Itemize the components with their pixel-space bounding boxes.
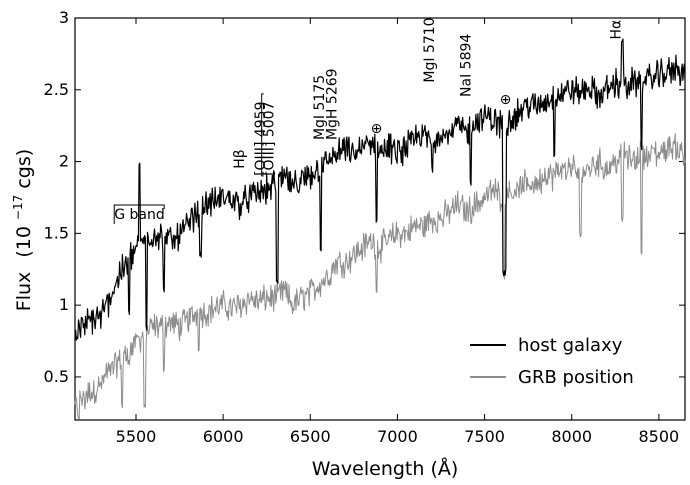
line-annotation: Hβ [232,149,248,168]
y-tick-label: 3 [59,8,69,27]
x-tick-label: 8000 [551,427,592,446]
legend-label-grb-position: GRB position [518,367,634,388]
x-tick-label: 6500 [290,427,331,446]
x-tick-label: 5500 [116,427,157,446]
line-annotation: ⊕ [500,92,512,108]
y-tick-label: 2 [59,152,69,171]
x-axis-title: Wavelength (Å) [312,457,459,480]
y-tick-label: 1.5 [44,223,69,242]
line-annotation: [OIII] 4959 [253,102,269,176]
plot-frame [74,17,686,421]
y-tick-label: 2.5 [44,80,69,99]
line-annotation: Hα [609,20,625,40]
line-annotation: ⊕ [371,121,383,137]
line-annotation: MgH 5269 [324,68,340,140]
line-annotation: NaI 5894 [459,34,475,97]
annotation-bracket [261,93,264,177]
x-tick-label: 7500 [464,427,505,446]
y-axis-title-main: Flux [13,272,35,312]
y-axis-ticks: 0.5 1 1.5 2 2.5 3 [44,8,685,386]
y-axis-title-text: Flux (10 −17 cgs) [5,149,35,311]
series-host-galaxy [74,38,686,341]
line-annotation: MgI 5175 [312,75,328,140]
x-tick-label: 8500 [638,427,679,446]
x-tick-label: 7000 [377,427,418,446]
y-tick-label: 0.5 [44,367,69,386]
line-annotation: [OIII] 5007 [262,102,278,176]
y-axis-title-suffix: cgs) [13,149,35,189]
x-tick-label: 6000 [203,427,244,446]
y-tick-label: 1 [59,295,69,314]
series-layer [74,38,686,420]
y-axis-title: Flux (10 −17 cgs) [5,149,35,311]
y-axis-title-prefix: (10 [13,226,35,258]
x-axis-ticks: 5500 6000 6500 7000 7500 8000 8500 [116,18,679,446]
legend: host galaxy GRB position [470,335,634,388]
line-annotation: MgI 5710 [422,17,438,82]
legend-label-host-galaxy: host galaxy [518,335,623,356]
series-grb-position [74,132,686,420]
annotation-bracket [113,204,165,224]
line-annotation: G band [114,207,165,223]
y-axis-title-exponent: −17 [11,195,25,220]
